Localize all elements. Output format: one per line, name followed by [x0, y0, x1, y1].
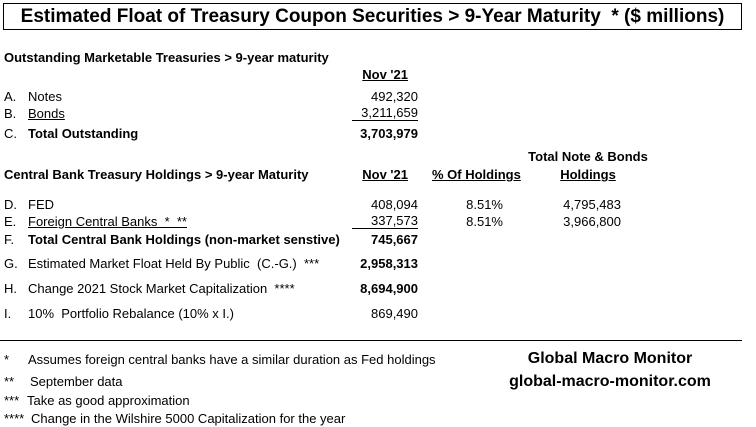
brand-url: global-macro-monitor.com — [509, 373, 711, 390]
row-holdings: 3,966,800 — [563, 214, 621, 229]
row-label: Foreign Central Banks * ** — [28, 214, 187, 229]
row-value: 3,211,659 — [352, 106, 418, 121]
row-value: 869,490 — [371, 306, 418, 321]
column-header: % Of Holdings — [432, 167, 521, 182]
column-header: Holdings — [560, 167, 616, 182]
row-letter: H. — [4, 281, 17, 296]
footnote-mark: * — [4, 352, 10, 367]
brand-name: Global Macro Monitor — [527, 350, 693, 367]
row-letter: B. — [4, 106, 17, 121]
row-percent: 8.51% — [466, 214, 503, 229]
row-label: Estimated Market Float Held By Public (C… — [28, 256, 320, 271]
row-value: 408,094 — [371, 197, 418, 212]
row-value: 337,573 — [352, 214, 418, 229]
row-label: Bonds — [28, 106, 65, 121]
column-header: Total Note & Bonds — [528, 149, 648, 164]
title: Estimated Float of Treasury Coupon Secur… — [3, 3, 742, 30]
section-heading: Central Bank Treasury Holdings > 9-year … — [4, 167, 309, 182]
row-label: Change 2021 Stock Market Capitalization … — [28, 281, 295, 296]
row-label: 10% Portfolio Rebalance (10% x I.) — [28, 306, 234, 321]
row-letter: I. — [4, 306, 12, 321]
row-label: Notes — [28, 89, 62, 104]
footnote-text: September data — [30, 374, 123, 389]
row-percent: 8.51% — [466, 197, 503, 212]
row-letter: E. — [4, 214, 17, 229]
footnote-text: Change in the Wilshire 5000 Capitalizati… — [31, 411, 346, 426]
footnote-mark: ** — [4, 374, 15, 389]
row-letter: F. — [4, 232, 15, 247]
column-header: Nov '21 — [362, 167, 408, 182]
row-label: Total Outstanding — [28, 126, 139, 141]
footnote-text: Take as good approximation — [27, 393, 190, 408]
column-header: Nov '21 — [362, 67, 408, 82]
row-value: 2,958,313 — [360, 256, 418, 271]
row-label: Total Central Bank Holdings (non-market … — [28, 232, 340, 247]
row-value: 745,667 — [371, 232, 418, 247]
footnote-mark: *** — [4, 393, 20, 408]
footnote-mark: **** — [4, 411, 25, 426]
row-letter: C. — [4, 126, 17, 141]
row-label: FED — [28, 197, 54, 212]
row-value: 492,320 — [371, 89, 418, 104]
separator — [0, 340, 742, 341]
row-value: 8,694,900 — [360, 281, 418, 296]
row-holdings: 4,795,483 — [563, 197, 621, 212]
row-letter: D. — [4, 197, 17, 212]
footnote-text: Assumes foreign central banks have a sim… — [28, 352, 436, 367]
row-letter: G. — [4, 256, 18, 271]
row-value: 3,703,979 — [360, 126, 418, 141]
section-heading: Outstanding Marketable Treasuries > 9-ye… — [4, 50, 329, 65]
row-letter: A. — [4, 89, 17, 104]
